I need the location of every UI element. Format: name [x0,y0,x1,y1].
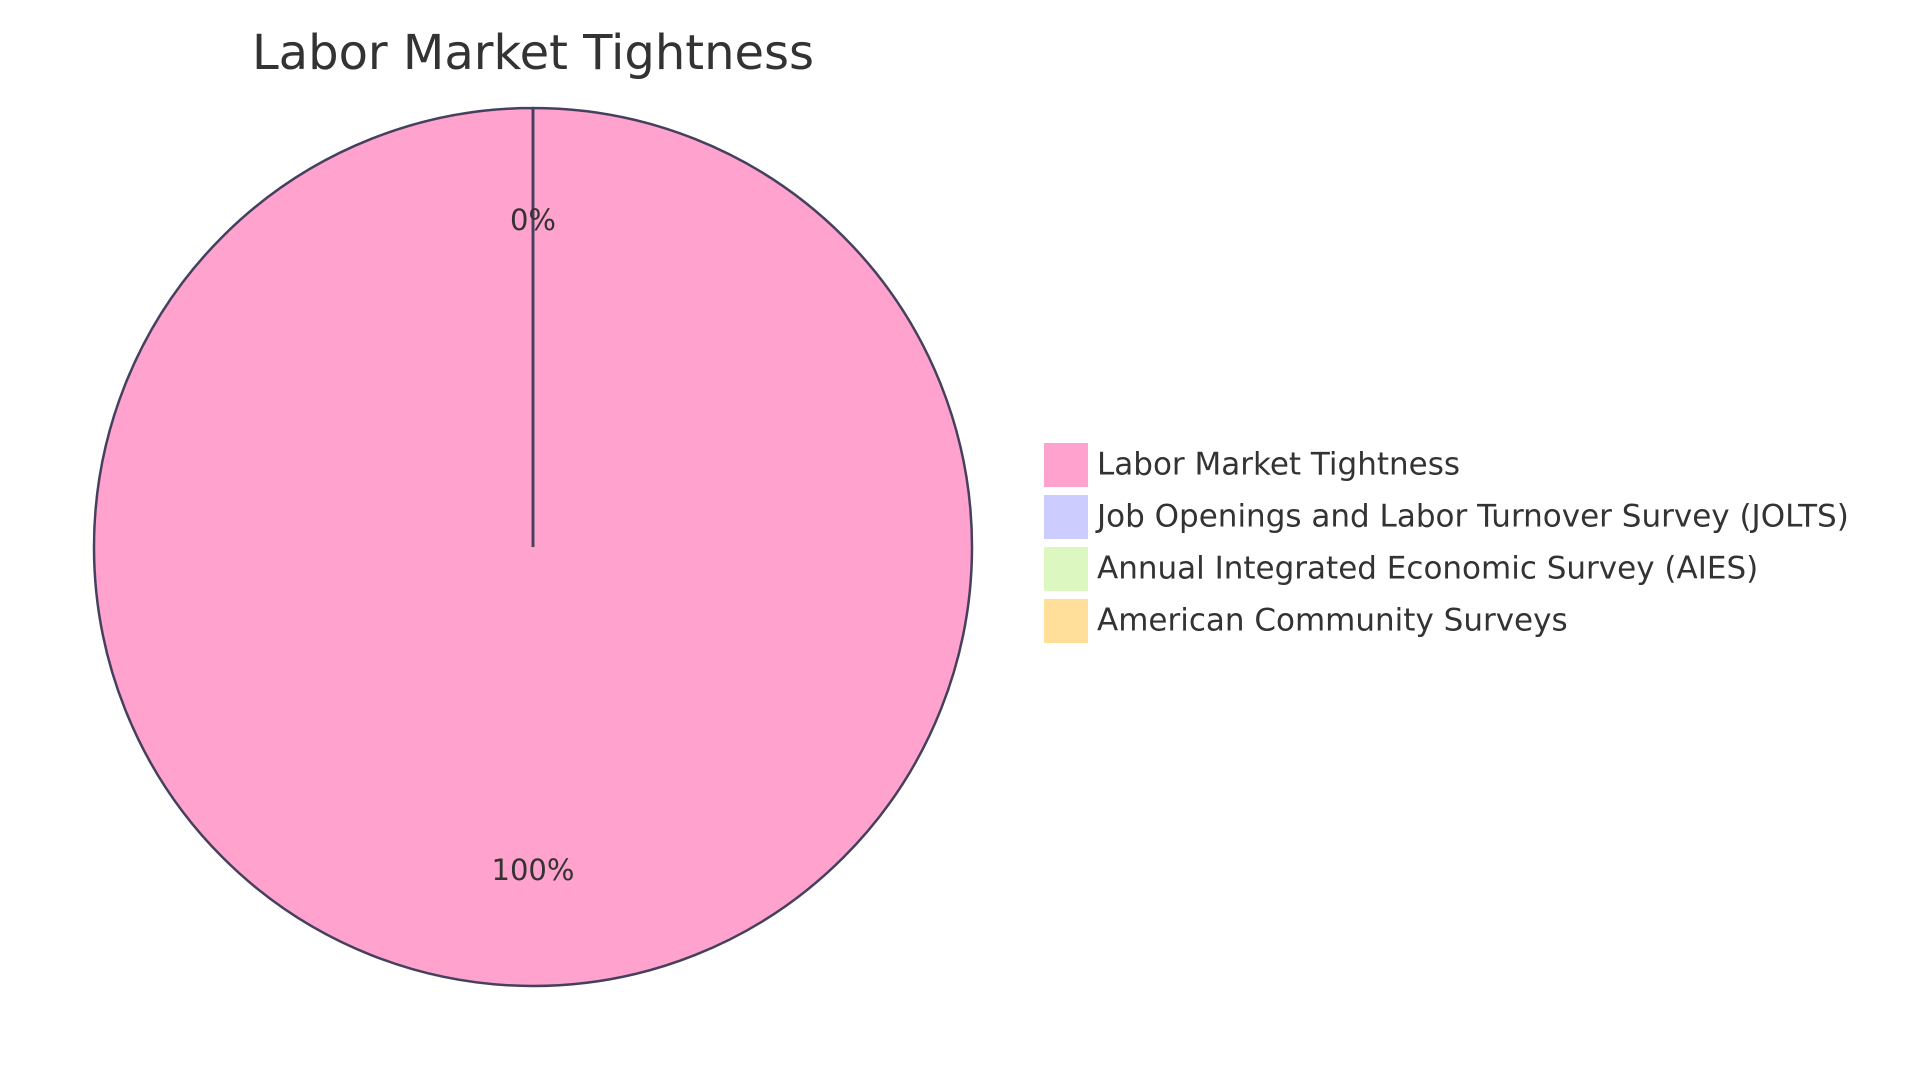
value-label: 100% [492,853,575,887]
legend-swatch [1044,547,1088,591]
legend-label: American Community Surveys [1097,603,1568,639]
legend-label: Annual Integrated Economic Survey (AIES) [1097,551,1758,587]
legend-swatch [1044,495,1088,539]
legend-swatch [1044,599,1088,643]
legend-swatch [1044,443,1088,487]
legend-label: Labor Market Tightness [1097,447,1460,483]
legend-label: Job Openings and Labor Turnover Survey (… [1095,499,1849,535]
value-label: 0% [510,203,556,237]
chart-title: Labor Market Tightness [252,25,814,81]
